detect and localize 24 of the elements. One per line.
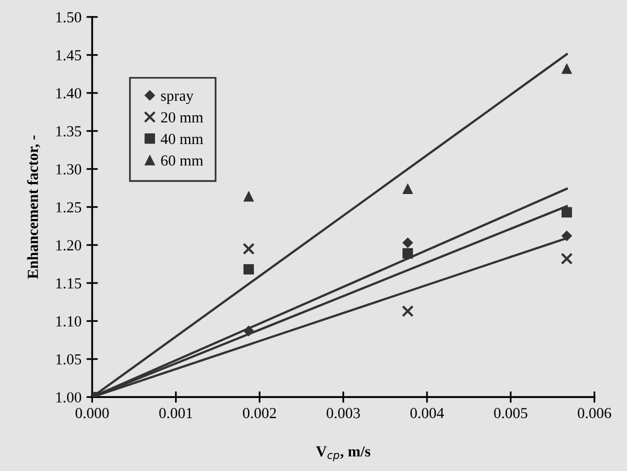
x-tick-label: 0.005 [494,408,528,418]
legend-label: 20 mm [161,112,204,123]
legend-label: spray [161,94,194,104]
x-tick-label: 0.004 [410,408,444,418]
x-tick-label: 0.006 [578,408,612,418]
y-tick-label: 1.45 [56,50,82,60]
y-tick-label: 1.40 [56,88,82,98]
legend-label: 40 mm [160,134,204,144]
x-tick-label: 0.003 [326,408,360,418]
x-axis-title: V$_{cp}$, m/s [316,446,370,462]
legend-label: 60 mm [161,155,204,166]
y-axis-title: Enhancement factor, - [27,135,40,279]
y-tick-label: 1.35 [56,126,82,137]
y-tick-label: 1.05 [56,354,82,365]
y-tick-label: 1.50 [56,12,82,22]
x-tick-label: 0.001 [159,408,192,418]
y-tick-label: 1.15 [56,278,82,289]
y-tick-label: 1.30 [56,164,82,175]
y-tick-label: 1.00 [56,392,82,403]
x-tick-label: 0.002 [242,408,276,418]
y-tick-label: 1.10 [56,316,82,327]
y-tick-label: 1.20 [56,240,82,251]
y-tick-label: 1.25 [56,202,82,213]
x-tick-label: 0.000 [76,408,109,418]
